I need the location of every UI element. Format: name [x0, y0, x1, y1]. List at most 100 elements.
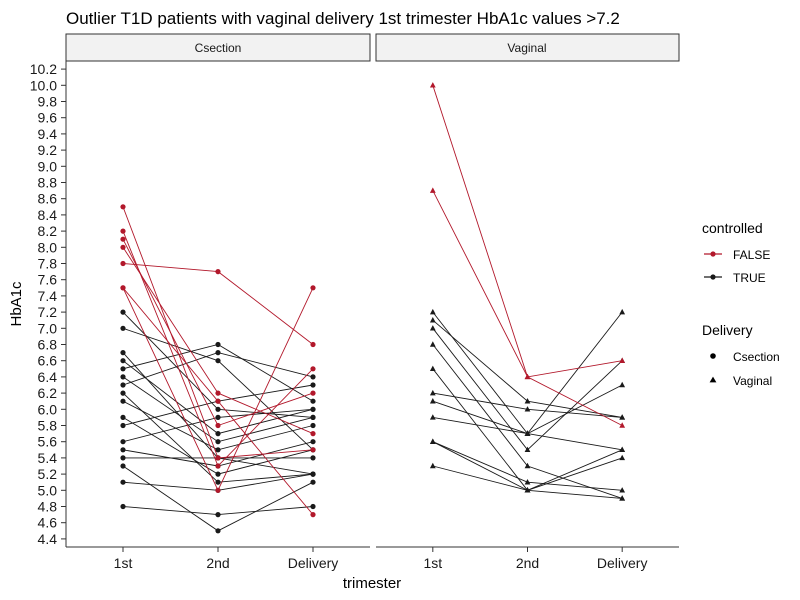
data-point-circle: [215, 479, 221, 485]
data-point-triangle: [619, 446, 626, 453]
data-point-triangle: [429, 308, 436, 315]
data-point-circle: [215, 511, 221, 518]
data-point-circle: [310, 511, 316, 518]
data-point-triangle: [619, 381, 626, 388]
data-point-circle: [310, 439, 316, 445]
y-tick-label: 8.2: [38, 223, 58, 239]
data-point-triangle: [429, 317, 436, 323]
x-axis-title: trimester: [343, 575, 401, 592]
panel-strip-csection: [65, 33, 371, 62]
y-tick-label: 8.6: [38, 191, 58, 207]
y-tick-label: 8.4: [38, 207, 58, 223]
x-tick-label: 1st: [423, 555, 442, 571]
data-point-triangle: [429, 325, 436, 331]
data-point-triangle: [619, 414, 626, 420]
data-point-circle: [310, 406, 316, 412]
data-point-triangle: [429, 187, 436, 193]
data-point-triangle: [524, 398, 531, 404]
y-tick-label: 6.2: [38, 385, 58, 401]
y-tick-label: 7.4: [38, 288, 58, 304]
legend-label-true: TRUE: [733, 271, 766, 285]
data-point-triangle: [429, 414, 436, 420]
data-point-triangle: [619, 487, 626, 493]
y-tick-label: 6.6: [38, 353, 58, 369]
data-point-circle: [215, 390, 221, 396]
y-axis-title: HbA1c: [8, 281, 25, 327]
data-point-circle: [215, 471, 221, 477]
panel-csection-plot: [120, 204, 316, 534]
chart-title: Outlier T1D patients with vaginal delive…: [66, 9, 620, 28]
data-point-circle: [310, 471, 316, 477]
x-tick-label: 2nd: [206, 555, 229, 571]
legend-title-controlled: controlled: [702, 220, 763, 236]
data-point-circle: [120, 447, 126, 453]
y-tick-label: 5.2: [38, 466, 58, 482]
legend-title-delivery: Delivery: [702, 322, 753, 338]
data-point-triangle: [524, 446, 531, 453]
legend-marker-vaginal: [709, 376, 717, 383]
data-point-circle: [310, 479, 316, 485]
y-tick-label: 7.8: [38, 256, 58, 272]
data-point-triangle: [524, 406, 531, 412]
data-point-circle: [310, 414, 316, 420]
data-point-circle: [120, 479, 126, 485]
data-point-triangle: [429, 341, 436, 347]
data-point-triangle: [429, 82, 436, 88]
legend-marker-csection: [710, 353, 716, 359]
data-point-triangle: [619, 357, 626, 363]
data-point-circle: [120, 374, 126, 380]
y-tick-label: 8.0: [38, 239, 58, 255]
y-tick-label: 5.4: [38, 450, 58, 466]
data-point-triangle: [429, 438, 436, 444]
legend-label-false: FALSE: [733, 248, 770, 262]
data-point-circle: [215, 341, 221, 348]
data-point-circle: [120, 439, 126, 445]
data-point-circle: [120, 350, 126, 356]
data-point-circle: [310, 382, 316, 388]
x-tick-label: Delivery: [288, 555, 339, 571]
data-point-circle: [120, 398, 126, 404]
legend-label-vaginal: Vaginal: [733, 374, 772, 388]
data-point-circle: [215, 269, 221, 275]
data-point-circle: [310, 341, 316, 348]
y-tick-label: 9.4: [38, 126, 58, 142]
y-tick-label: 4.6: [38, 515, 58, 531]
panel-vaginal-plot: [429, 82, 626, 501]
data-point-circle: [215, 350, 221, 356]
x-axis-ticks: 1st 2nd Delivery 1st 2nd Delivery: [114, 547, 647, 571]
y-axis-ticks: 4.44.64.85.05.25.45.65.86.06.26.46.66.87…: [30, 61, 66, 547]
data-point-circle: [120, 260, 126, 267]
data-point-circle: [120, 236, 126, 242]
data-point-circle: [310, 447, 316, 453]
series-line-true: [432, 344, 623, 499]
y-tick-label: 10.2: [30, 61, 57, 77]
y-tick-label: 5.8: [38, 418, 58, 434]
y-tick-label: 8.8: [38, 175, 58, 191]
data-point-triangle: [524, 430, 531, 436]
data-point-circle: [310, 422, 316, 429]
data-point-triangle: [619, 422, 626, 428]
data-point-circle: [310, 390, 316, 396]
data-point-circle: [120, 455, 126, 461]
legend-marker-true: [710, 274, 716, 280]
data-point-circle: [120, 358, 126, 364]
data-point-circle: [120, 325, 126, 331]
y-tick-label: 4.4: [38, 531, 58, 547]
data-point-triangle: [524, 479, 531, 485]
data-point-circle: [215, 455, 221, 461]
data-point-circle: [120, 204, 126, 210]
data-point-circle: [120, 285, 126, 291]
data-point-circle: [215, 439, 221, 445]
data-point-circle: [215, 406, 221, 412]
y-tick-label: 7.0: [38, 320, 58, 336]
data-point-circle: [310, 398, 316, 404]
legend-label-csection: Csection: [733, 350, 780, 364]
series-line-false: [122, 247, 314, 435]
data-point-triangle: [429, 365, 436, 372]
series-line-true: [122, 441, 314, 467]
x-tick-label: 1st: [114, 555, 133, 571]
data-point-circle: [215, 487, 221, 493]
data-point-circle: [120, 366, 126, 372]
data-point-triangle: [619, 454, 626, 461]
